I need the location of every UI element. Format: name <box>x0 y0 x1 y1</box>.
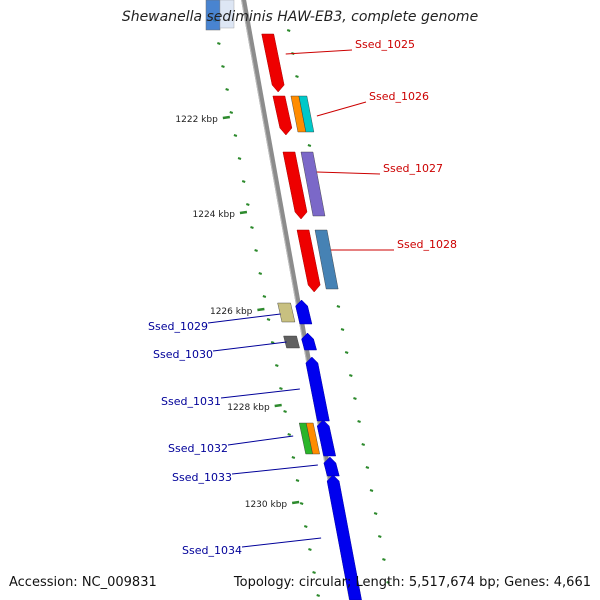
inner-tick <box>283 410 287 413</box>
inner-tick <box>266 318 271 321</box>
accession-label: Accession: NC_009831 <box>9 575 157 590</box>
forward-gene-arrow <box>272 95 293 136</box>
inner-tick <box>291 456 296 459</box>
forward-gene-label: Ssed_1028 <box>397 238 457 251</box>
inner-tick <box>250 226 254 229</box>
inner-tick <box>246 203 250 206</box>
inner-tick <box>225 88 229 91</box>
kbp-label: 1228 kbp <box>227 403 270 413</box>
forward-gene-arrow <box>261 33 285 93</box>
outer-tick <box>373 512 378 515</box>
major-tick <box>239 210 248 215</box>
reverse-gene-label: Ssed_1032 <box>168 442 228 455</box>
kbp-label: 1224 kbp <box>193 210 236 220</box>
major-tick <box>222 115 231 120</box>
reverse-gene-arrow <box>326 474 362 600</box>
forward-gene-label: Ssed_1025 <box>355 38 415 51</box>
outer-tick <box>295 75 299 78</box>
reverse-gene-arrow <box>305 356 330 422</box>
kbp-label: 1222 kbp <box>175 115 218 125</box>
reverse-annotation-bar <box>305 422 320 455</box>
reverse-label-leader <box>227 435 294 446</box>
reverse-gene-label: Ssed_1029 <box>148 320 208 333</box>
forward-label-leader <box>316 101 367 117</box>
outer-tick <box>357 420 361 423</box>
reverse-gene-arrow <box>316 419 336 457</box>
reverse-gene-label: Ssed_1030 <box>153 348 213 361</box>
inner-tick <box>241 180 246 183</box>
kbp-label: 1230 kbp <box>245 500 288 510</box>
forward-label-leader <box>285 49 353 55</box>
inner-tick <box>274 364 279 367</box>
inner-tick <box>303 525 308 528</box>
reverse-annotation-bar <box>277 302 296 323</box>
inner-tick <box>270 341 275 344</box>
map-title: Shewanella sediminis HAW-EB3, complete g… <box>121 9 479 25</box>
forward-gene-label: Ssed_1026 <box>369 90 429 103</box>
inner-tick <box>308 548 312 551</box>
forward-gene-label: Ssed_1027 <box>383 162 443 175</box>
inner-tick <box>295 479 300 482</box>
outer-tick <box>386 581 390 584</box>
major-tick <box>291 500 300 505</box>
outer-tick <box>340 328 345 331</box>
inner-tick <box>237 157 242 160</box>
outer-tick <box>348 374 353 377</box>
forward-annotation-bar <box>314 229 339 290</box>
outer-tick <box>344 351 349 354</box>
forward-annotation-bar <box>298 95 315 133</box>
inner-tick <box>279 387 283 390</box>
kbp-labels: 1222 kbp 1224 kbp 1226 kbp 1228 kbp 1230 kbp <box>175 115 300 510</box>
kbp-label: 1226 kbp <box>210 307 253 317</box>
reverse-label-leader <box>212 341 287 352</box>
outer-tick <box>353 397 357 400</box>
outer-tick <box>336 305 341 308</box>
gene-labels: Ssed_1025 Ssed_1026 Ssed_1027 Ssed_1028 Ssed… <box>148 38 457 557</box>
outer-tick <box>369 489 374 492</box>
outer-tick <box>382 558 386 561</box>
inner-tick <box>233 134 238 137</box>
inner-tick <box>221 65 225 68</box>
inner-tick <box>299 502 304 505</box>
forward-gene-arrow <box>296 229 321 293</box>
outer-tick <box>361 443 366 446</box>
reverse-gene-arrow <box>301 332 317 351</box>
reverse-annotation-bar <box>283 335 300 349</box>
reverse-gene-label: Ssed_1033 <box>172 471 232 484</box>
outer-tick <box>286 29 291 32</box>
inner-tick <box>258 272 263 275</box>
inner-tick <box>316 594 321 597</box>
inner-tick <box>287 433 292 436</box>
genes <box>205 0 362 600</box>
major-tick <box>257 307 265 312</box>
inner-tick <box>262 295 267 298</box>
inner-tick <box>217 42 221 45</box>
inner-tick <box>312 571 316 574</box>
forward-label-leader <box>316 171 381 175</box>
major-tick <box>274 403 282 408</box>
reverse-gene-label: Ssed_1034 <box>182 544 242 557</box>
outer-tick <box>377 535 382 538</box>
forward-annotation-bar <box>300 151 326 217</box>
forward-gene-arrow <box>282 151 308 220</box>
topology-label: Topology: circular; Length: 5,517,674 bp… <box>233 575 591 590</box>
inner-tick <box>229 111 234 114</box>
partial-annotation-top <box>219 0 235 29</box>
reverse-label-leader <box>231 464 318 475</box>
reverse-gene-label: Ssed_1031 <box>161 395 221 408</box>
reverse-label-leader <box>207 313 281 324</box>
reverse-label-leader <box>241 537 322 548</box>
outer-tick <box>365 466 370 469</box>
reverse-gene-arrow <box>295 299 313 325</box>
reverse-label-leader <box>220 388 300 399</box>
inner-tick <box>254 249 258 252</box>
outer-tick <box>307 144 312 147</box>
